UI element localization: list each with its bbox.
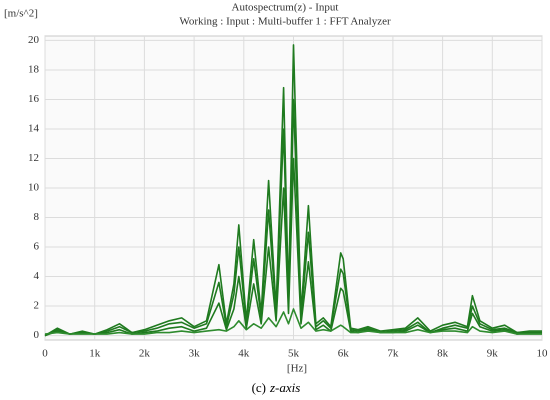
x-tick-label: 10 xyxy=(537,348,549,360)
y-tick-label: 14 xyxy=(28,123,40,135)
y-tick-label: 0 xyxy=(34,329,40,341)
y-tick-label: 18 xyxy=(28,63,40,75)
caption-prefix: (c) xyxy=(252,380,266,395)
x-tick-label: 4k xyxy=(238,348,250,360)
x-tick-label: 3k xyxy=(189,348,201,360)
x-tick-label: 1k xyxy=(89,348,101,360)
y-tick-label: 10 xyxy=(28,182,40,194)
x-axis-label: [Hz] xyxy=(287,363,307,375)
y-tick-label: 4 xyxy=(34,270,40,282)
y-tick-label: 2 xyxy=(34,300,40,312)
x-tick-label: 6k xyxy=(338,348,350,360)
x-tick-label: 2k xyxy=(139,348,151,360)
spectrum-line xyxy=(44,44,542,337)
y-tick-label: 6 xyxy=(34,241,40,253)
chart-title: Autospectrum(z) - Input xyxy=(232,2,339,14)
spectrum-line xyxy=(44,308,542,335)
y-axis-label: [m/s^2] xyxy=(4,8,38,20)
y-tick-label: 16 xyxy=(28,93,40,105)
plot-layer: 0 2 4 6 8 10 12 14 16 18 20 0 1k 2k 3k 4k 5k 6k 7k 8k 9k 10 xyxy=(28,34,548,360)
x-tick-label: 0 xyxy=(42,348,48,360)
x-tick-label: 7k xyxy=(387,348,399,360)
x-tick-label: 9k xyxy=(487,348,499,360)
x-tick-label: 5k xyxy=(288,348,300,360)
spectrum-line xyxy=(44,157,542,337)
x-tick-label: 8k xyxy=(437,348,449,360)
y-tick-label: 8 xyxy=(34,211,40,223)
y-tick-label: 20 xyxy=(28,34,40,46)
spectrum-line xyxy=(44,98,542,337)
y-tick-label: 12 xyxy=(28,152,39,164)
caption-text: z-axis xyxy=(269,380,300,395)
chart-subtitle: Working : Input : Multi-buffer 1 : FFT A… xyxy=(179,16,391,28)
